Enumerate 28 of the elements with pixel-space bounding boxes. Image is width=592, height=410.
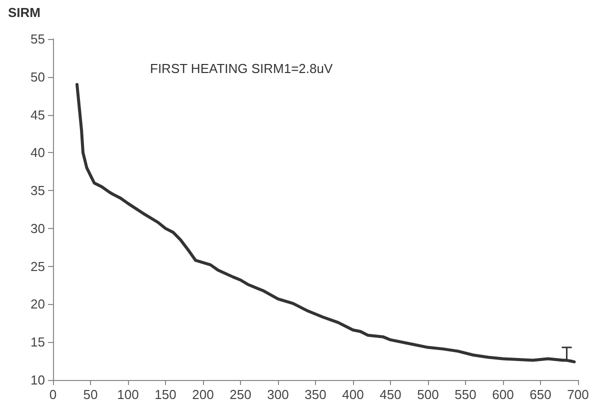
x-tick-label: 350 xyxy=(304,387,326,402)
x-tick-label: 500 xyxy=(417,387,439,402)
x-tick-label: 600 xyxy=(492,387,514,402)
x-tick-label: 0 xyxy=(49,387,57,402)
x-tick-label: 100 xyxy=(117,387,139,402)
y-tick-label: 20 xyxy=(30,296,45,312)
y-tick-label: 15 xyxy=(30,334,45,350)
y-tick-label: 10 xyxy=(30,372,45,388)
x-tick-label: 650 xyxy=(530,387,552,402)
y-tick-label: 40 xyxy=(30,145,45,160)
x-tick-label: 400 xyxy=(342,387,364,402)
x-tick-label: 200 xyxy=(192,387,214,402)
y-tick-label: 50 xyxy=(30,69,45,84)
y-axis-title: SIRM xyxy=(8,5,40,20)
y-tick-label: 35 xyxy=(30,183,45,198)
x-tick-label: 250 xyxy=(230,387,252,402)
x-tick-label: 700 xyxy=(567,387,589,402)
x-tick-label: 50 xyxy=(83,387,98,402)
x-tick-label: 450 xyxy=(380,387,402,402)
y-tick-label: 30 xyxy=(30,220,45,236)
y-tick-label: 25 xyxy=(30,258,45,274)
x-tick-label: 300 xyxy=(267,387,289,402)
annotation: FIRST HEATING SIRM1=2.8uV xyxy=(150,61,333,76)
line-series xyxy=(76,82,576,364)
x-tick-label: 150 xyxy=(154,387,176,402)
x-tick-label: 550 xyxy=(454,387,476,402)
y-tick-label: 55 xyxy=(30,32,45,46)
y-tick-label: 45 xyxy=(30,107,45,122)
